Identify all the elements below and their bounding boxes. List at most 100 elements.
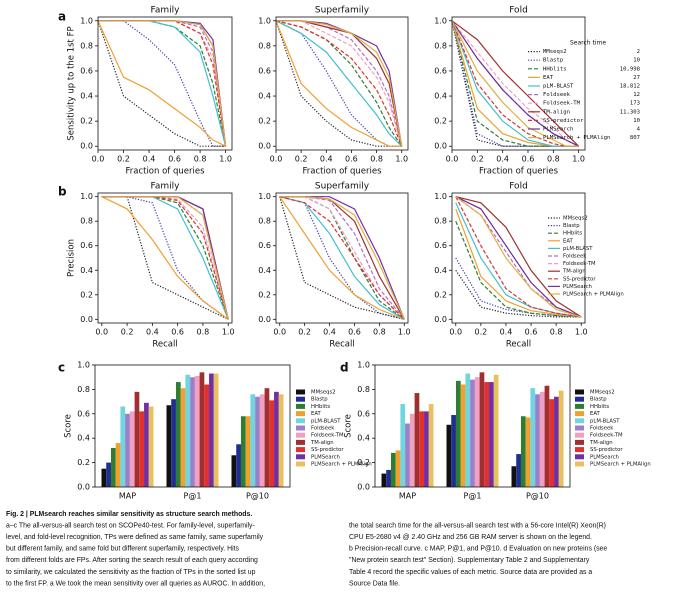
x-tick-label: 0.8 [197,328,210,337]
x-tick-label: 0.8 [194,155,207,164]
caption-line: to the first FP. a We took the mean sens… [6,580,265,587]
y-tick-label: 0.0 [434,142,447,151]
legend-label: MMseqs2 [311,390,336,396]
y-tick-label: 0.4 [258,92,271,101]
bar [474,377,480,487]
legend-label: Foldseek-TM [543,101,581,107]
legend-label: MMseqs2 [563,216,588,222]
legend-swatch [575,461,584,467]
caption-line: Table 4 record the specific values of ea… [349,569,592,576]
series-line [279,196,405,320]
plot-frame [451,192,586,324]
x-tick-label: 0.4 [320,155,333,164]
bar [479,372,485,487]
x-tick-label: 0.4 [500,328,513,337]
y-tick-label: 0.6 [434,66,447,75]
x-tick-label: 0.8 [547,155,560,164]
y-tick-label: 0.8 [258,41,271,50]
bar [554,396,559,487]
y-tick-label: 0.4 [258,266,271,275]
legend-label: PLMSearch + PLMAlign [563,292,624,298]
legend-label: TM-align [562,269,586,275]
y-tick-label: 0.8 [434,217,447,226]
bar [446,424,452,487]
bar [549,399,555,487]
y-tick-label: 1.0 [258,192,271,201]
x-tick-label: 0.0 [446,155,459,164]
series-line [279,196,405,320]
series-line [279,196,405,320]
bar [484,382,490,487]
caption-line: but different family, and same fold but … [6,546,240,553]
bar [511,466,517,487]
y-axis-label: Sensitivity up to the 1st FP [67,26,77,140]
bar [520,416,526,487]
bar [120,406,126,487]
series-line [455,208,582,318]
x-axis-label: Fraction of queries [479,167,559,177]
series-line [276,20,403,147]
legend-search-time: 807 [630,135,640,141]
x-tick-label: 1.0 [222,328,235,337]
x-tick-label: 0.6 [348,328,361,337]
legend-search-time: 10 [633,118,640,124]
bar [209,373,214,487]
bar [148,406,154,487]
legend-label: Blastp [563,223,580,229]
legend-swatch [296,396,305,402]
x-axis-label: Recall [152,340,177,350]
y-tick-label: 0.4 [434,92,447,101]
y-tick-label: 0.8 [258,217,271,226]
legend-search-time: 173 [630,101,640,107]
x-tick-label: 0.6 [171,328,184,337]
legend-label: Blastp [543,58,564,64]
series-line [455,196,582,318]
x-tick-label: MAP [119,492,136,501]
bar [409,413,415,487]
bar [194,375,200,487]
x-tick-label: MAP [399,492,416,501]
series-line [279,196,405,320]
legend-swatch [296,411,305,417]
bar [245,416,251,487]
y-tick-label: 0.4 [80,92,93,101]
series-line [451,20,579,147]
legend-swatch [296,403,305,409]
y-tick-label: 1.0 [80,16,93,25]
legend-swatch [296,418,305,424]
x-tick-label: 0.2 [298,328,311,337]
series-line [279,196,405,320]
caption-line: "New protein search test" Section). Supp… [349,557,590,564]
legend-swatch [575,439,584,445]
series-line [451,20,579,147]
bar [428,404,434,487]
legend-label: EAT [563,238,574,244]
series-line [279,196,405,320]
bar [240,416,246,487]
legend-label: Foldseek-TM [563,261,596,267]
x-tick-label: 0.2 [121,328,134,337]
legend-search-time: 10,998 [620,66,641,72]
caption-line: the total search time for the all-versus… [349,522,606,529]
x-tick-label: 0.4 [143,155,156,164]
x-tick-label: 0.8 [550,328,563,337]
legend-label: EAT [311,411,322,417]
bar [489,382,494,487]
y-tick-label: 0.6 [258,241,271,250]
legend-label: PLMSearch + PLMAlign [590,462,651,468]
bar [269,400,275,487]
x-tick-label: 1.0 [572,155,585,164]
legend-swatch [575,403,584,409]
y-tick-label: 0.2 [77,458,90,467]
bar [199,372,205,487]
bar [171,399,176,487]
x-tick-label: 0.2 [295,155,308,164]
series-line [279,196,405,320]
legend-search-time: 27 [633,75,640,81]
bar [414,393,420,487]
legend-search-time: 12 [633,92,640,98]
legend-swatch [575,396,584,402]
series-line [97,20,226,147]
legend-swatch [575,454,584,460]
y-tick-label: 0.0 [77,483,90,492]
